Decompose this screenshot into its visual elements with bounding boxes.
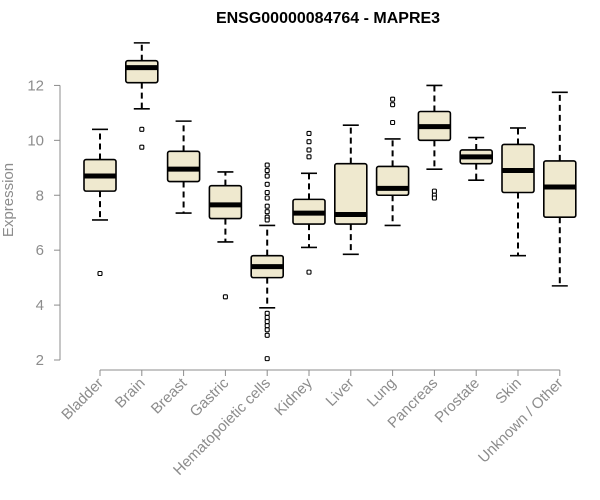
outlier-point [264, 314, 270, 320]
category-label: Skin [492, 375, 525, 408]
outlier-point [264, 195, 270, 201]
axes: 2 4 6 8 10 12 [27, 77, 561, 376]
y-tick-label: 12 [27, 77, 44, 94]
category-label: Lung [364, 375, 400, 411]
outlier-point [264, 319, 270, 325]
outlier-point [264, 356, 270, 362]
outlier-point [264, 310, 270, 316]
outlier-point [306, 269, 312, 275]
y-axis-label: Expression [0, 163, 17, 237]
outlier-point [264, 173, 270, 179]
y-tick-label: 2 [36, 352, 44, 369]
boxes [83, 42, 577, 362]
outlier-point [97, 270, 103, 277]
y-tick-label: 4 [36, 297, 44, 314]
box-group-hematopoietic-cells [250, 162, 284, 362]
box-group-liver [333, 124, 368, 256]
box-group-bladder [83, 128, 117, 277]
box-iqr [125, 59, 159, 84]
outlier-point [306, 130, 312, 137]
outlier-point [431, 188, 437, 194]
outlier-point [390, 96, 396, 102]
outlier-point [431, 195, 437, 201]
outlier-point [264, 167, 270, 174]
outlier-point [306, 147, 312, 153]
category-label: Bladder [58, 375, 107, 424]
box-group-pancreas [417, 84, 452, 201]
category-label: Breast [148, 374, 191, 417]
box-iqr [166, 150, 201, 183]
category-label: Kidney [271, 374, 316, 419]
box-group-brain [125, 42, 159, 150]
outlier-point [264, 181, 270, 187]
outlier-point [306, 139, 312, 145]
outlier-point [390, 102, 396, 108]
outlier-point [306, 154, 312, 160]
box-group-prostate [459, 136, 494, 181]
outlier-point [222, 294, 228, 300]
outlier-point [139, 126, 145, 132]
outlier-point [264, 209, 270, 215]
outlier-point [139, 144, 145, 150]
chart-title: ENSG00000084764 - MAPRE3 [216, 10, 440, 27]
outlier-point [264, 203, 270, 209]
outlier-point [264, 189, 270, 196]
box-group-kidney [292, 130, 326, 275]
box-iqr [333, 162, 368, 225]
outlier-point [264, 217, 270, 223]
outlier-point [264, 327, 270, 333]
category-label: Brain [112, 375, 149, 412]
box-iqr [208, 184, 243, 220]
outlier-point [264, 323, 270, 329]
y-tick-label: 8 [36, 187, 44, 204]
box-iqr [375, 165, 410, 197]
box-group-breast [166, 120, 201, 214]
outlier-point [264, 332, 270, 338]
outlier-point [264, 162, 270, 168]
box-group-gastric [208, 171, 243, 300]
category-label: Prostate [431, 375, 483, 427]
outlier-point [390, 119, 396, 126]
box-group-lung [375, 96, 410, 227]
y-tick-label: 10 [27, 132, 44, 149]
box-group-unknown-other [542, 91, 577, 287]
box-group-skin [501, 127, 535, 257]
category-label: Liver [323, 375, 358, 410]
y-tick-label: 6 [36, 242, 44, 259]
